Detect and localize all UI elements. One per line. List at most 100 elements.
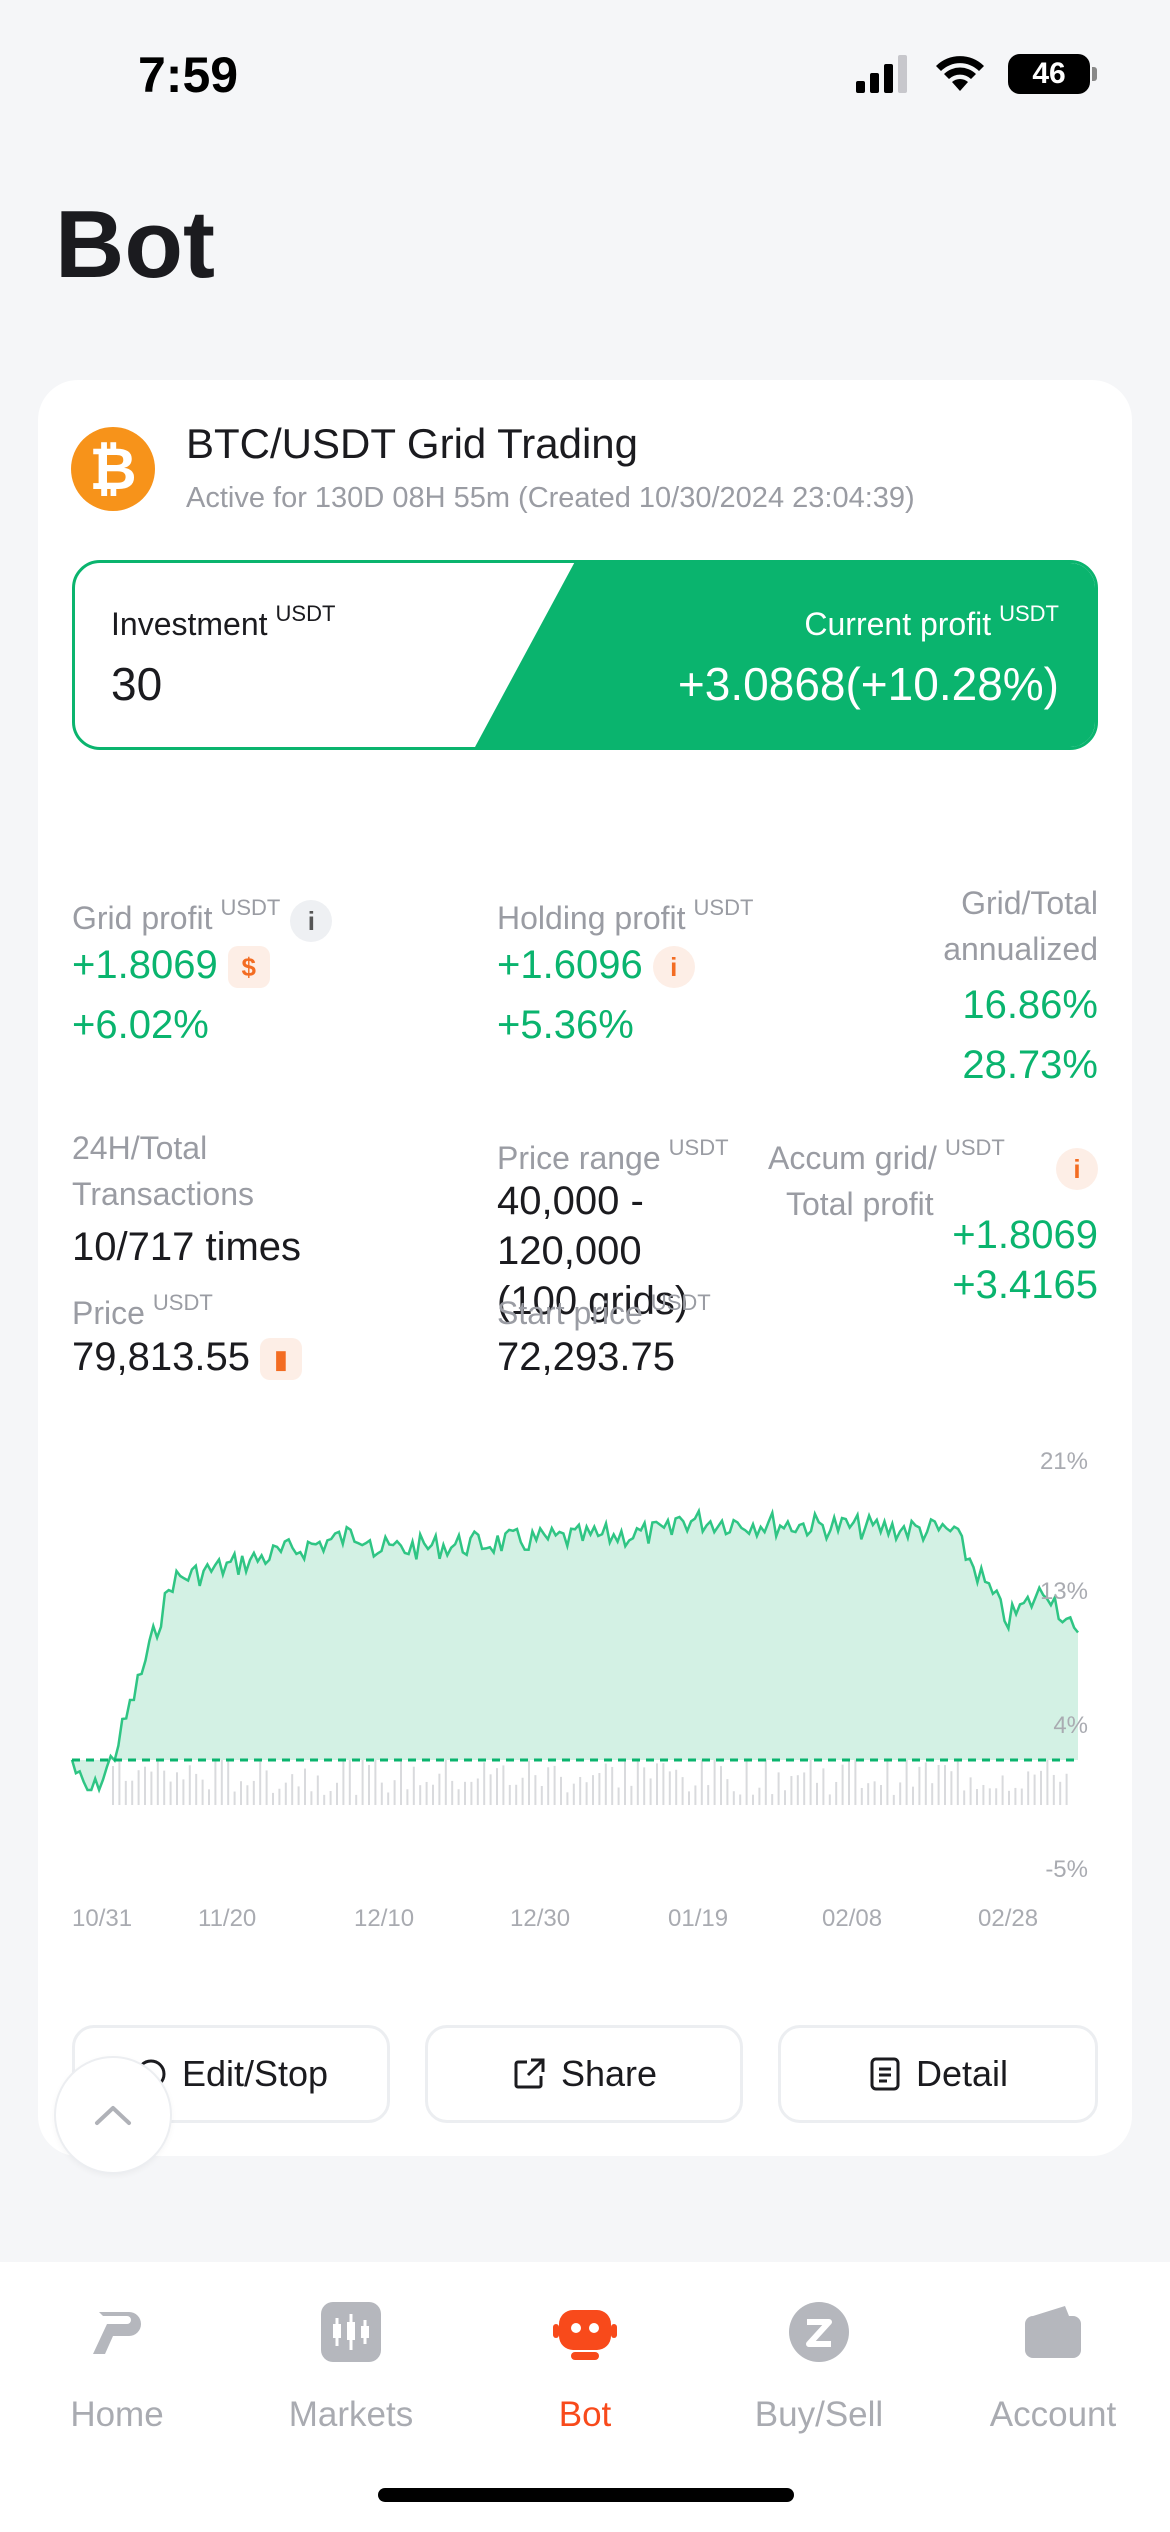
tab-account[interactable]: Account [936,2300,1170,2435]
volume-bar [796,1775,799,1805]
scroll-to-top-button[interactable] [54,2056,172,2174]
volume-bar [611,1766,614,1805]
x-tick: 02/28 [978,1905,1039,1932]
volume-bar [822,1768,825,1805]
volume-bar [816,1782,818,1805]
candlestick-chart-icon[interactable]: ▮ [259,1338,302,1381]
holding-profit-value: +1.6096 i [497,940,695,990]
profit-line [70,1507,1079,1794]
volume-bar [918,1766,921,1805]
info-icon[interactable]: i [1056,1148,1098,1190]
volume-bar [585,1782,588,1805]
tab-bot[interactable]: Bot [468,2300,702,2435]
volume-bar [124,1780,127,1805]
withdraw-icon[interactable]: $ [227,946,270,989]
volume-bar [368,1764,370,1805]
transactions-label: 24H/Total Transactions [72,1130,254,1212]
volume-bar [470,1781,473,1805]
volume-bar [752,1794,754,1805]
volume-bar [592,1775,594,1805]
volume-bar [182,1779,185,1805]
volume-bar [675,1769,678,1805]
bot-active-duration: Active for 130D 08H 55m (Created 10/30/2… [186,482,915,514]
volume-bar [476,1778,479,1805]
volume-bar [880,1785,882,1805]
volume-bar [272,1792,274,1805]
volume-bar [681,1777,684,1805]
tab-buy-sell[interactable]: Buy/Sell [702,2300,936,2435]
volume-bar [291,1774,294,1805]
y-tick: -5% [1045,1856,1088,1883]
volume-bar [662,1763,665,1805]
volume-bar [540,1786,543,1805]
price-range-label: Price range USDT [497,1135,729,1176]
volume-bar [713,1757,716,1805]
grid-profit-pct: +6.02% [72,1003,209,1047]
volume-bar [547,1767,550,1805]
volume-bar [969,1777,972,1805]
chevron-up-icon [95,2106,131,2125]
info-icon[interactable]: i [652,946,695,989]
volume-bar [899,1782,902,1805]
start-price-label: Start price USDT [497,1290,711,1331]
volume-bar [521,1777,524,1805]
volume-bar [220,1758,223,1805]
volume-bar [630,1785,633,1805]
price-label: Price USDT [72,1290,213,1331]
volume-bar [348,1760,351,1805]
info-icon[interactable]: i [290,899,333,942]
volume-bar [233,1791,236,1805]
volume-bar [604,1763,607,1805]
buy-sell-icon [789,2302,849,2362]
volume-bar [240,1781,242,1805]
volume-bar [803,1772,806,1805]
tab-markets[interactable]: Markets [234,2300,468,2435]
volume-bar [214,1758,217,1805]
status-time: 7:59 [138,47,239,103]
start-price-value: 72,293.75 [497,1335,675,1379]
volume-bar [201,1779,204,1805]
volume-bar [944,1765,946,1805]
volume-bar [156,1731,159,1805]
tab-home[interactable]: Home [0,2300,234,2435]
volume-bar [374,1758,377,1805]
profit-area [72,1511,1078,1790]
volume-bar [1065,1773,1068,1805]
volume-bar [432,1784,434,1805]
share-icon [514,2058,545,2089]
investment-summary: Investment USDT 30 Current profit USDT +3.… [72,560,1098,750]
cellular-signal-icon [856,55,907,93]
volume-bar [553,1765,556,1805]
bot-card[interactable]: ₿ BTC/USDT Grid Trading Active for 130D … [38,380,1132,2156]
y-tick: 4% [1053,1712,1088,1739]
wifi-icon [936,56,984,91]
volume-bar [931,1783,934,1805]
volume-bar [393,1780,396,1805]
volume-bar [758,1787,761,1805]
volume-bar [483,1762,486,1805]
volume-bar [278,1788,281,1805]
volume-bar [598,1773,601,1805]
volume-bar [572,1783,575,1805]
volume-bar [848,1725,850,1805]
volume-bar [515,1784,518,1805]
volume-bar [668,1771,671,1805]
volume-bar [956,1724,959,1805]
transactions-value: 10/717 times [72,1225,302,1269]
annualized-grid-value: 16.86% [962,983,1098,1027]
volume-bar [809,1732,812,1805]
y-tick: 13% [1039,1578,1088,1605]
volume-bar [854,1759,857,1805]
volume-bar [316,1775,319,1805]
share-button[interactable]: Share [425,2025,743,2123]
home-indicator [378,2488,794,2502]
volume-bar [118,1756,121,1805]
status-icons: 46 [856,54,1097,94]
volume-bar [387,1792,390,1805]
volume-bar [841,1764,844,1805]
volume-bar [246,1785,249,1805]
detail-button[interactable]: Detail [778,2025,1098,2123]
volume-bar [963,1790,966,1805]
volume-bar [1052,1774,1055,1805]
x-tick: 02/08 [822,1905,883,1932]
